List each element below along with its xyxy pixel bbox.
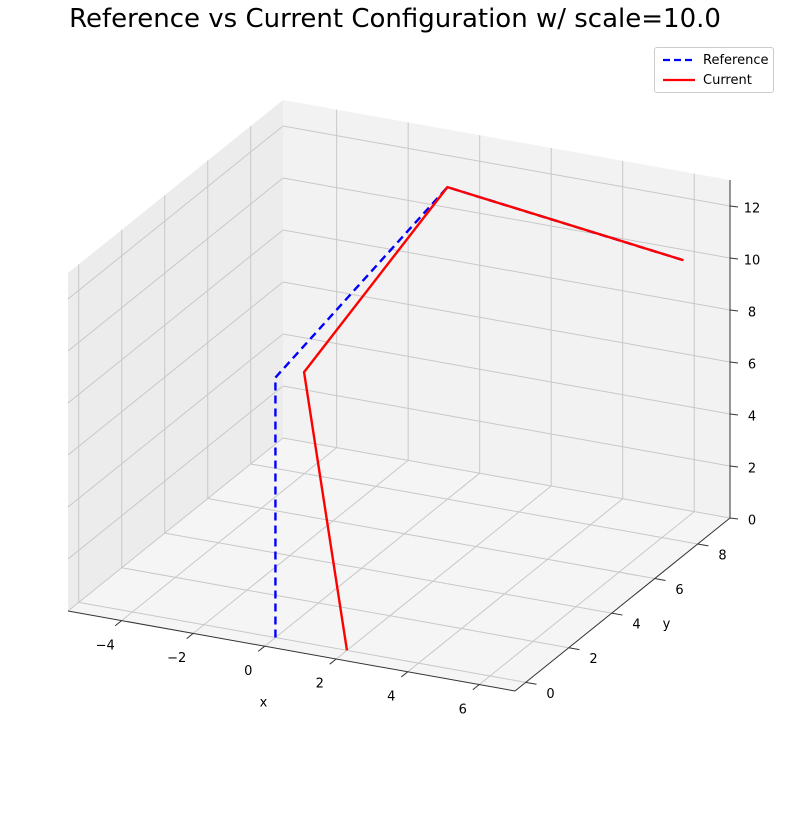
y-tick-label: 4 [632, 618, 640, 633]
z-tick-label: 6 [748, 358, 756, 373]
series-line-current [302, 185, 684, 651]
gridline-y-floor [121, 567, 569, 649]
z-tick-label: 2 [748, 462, 756, 477]
gridline-x-floor [192, 460, 409, 634]
gridline-y-floor [164, 532, 612, 614]
y-tick-mark [568, 647, 580, 651]
x-tick-label: 0 [244, 664, 252, 679]
z-tick-mark [729, 465, 739, 468]
x-tick-label: 4 [387, 689, 395, 704]
y-tick-label: 0 [546, 687, 554, 702]
y-tick-label: 2 [589, 652, 597, 667]
x-tick-mark [114, 620, 122, 627]
legend-entry-current: Current [663, 71, 752, 89]
legend-label-current: Current [703, 72, 752, 88]
z-tick-mark [729, 413, 739, 416]
gridline-x-floor [478, 511, 695, 685]
pane-back [283, 100, 730, 518]
legend: Reference Current [654, 47, 774, 93]
y-tick-label: 6 [675, 583, 683, 598]
gridline-z-back [282, 177, 731, 259]
y-tick-mark [654, 578, 666, 581]
x-axis-line [67, 610, 516, 692]
legend-swatch-reference [663, 58, 695, 62]
x-tick-mark [186, 633, 194, 639]
z-tick-label: 4 [748, 410, 756, 425]
pane-floor [68, 438, 730, 691]
gridline-z-left [67, 281, 284, 456]
gridline-z-back [282, 333, 731, 415]
gridline-z-back [282, 281, 731, 363]
gridline-z-back [282, 385, 731, 467]
z-tick-mark [729, 257, 739, 260]
y-tick-label: 8 [718, 548, 726, 563]
x-tick-label: 6 [459, 702, 467, 717]
gridline-x-floor [121, 447, 337, 621]
legend-label-reference: Reference [703, 52, 769, 68]
gridline-z-left [67, 333, 284, 508]
z-tick-label: 12 [744, 202, 761, 217]
z-tick-label: 8 [748, 306, 756, 321]
x-tick-label: −2 [167, 651, 186, 666]
x-tick-label: −4 [96, 638, 115, 653]
x-tick-mark [400, 671, 409, 678]
y-axis-line [514, 517, 731, 692]
x-tick-mark [472, 684, 480, 691]
x-tick-mark [257, 645, 265, 652]
y-tick-mark [611, 612, 623, 616]
z-tick-mark [729, 361, 739, 364]
gridline-x-floor [407, 498, 624, 673]
gridline-z-left [67, 385, 284, 560]
x-tick-mark [329, 658, 337, 665]
x-tick-label: 2 [316, 677, 324, 692]
x-axis-label: x [260, 696, 268, 711]
y-tick-mark [697, 543, 709, 547]
y-axis-label: y [663, 617, 671, 632]
gridline-z-left [67, 177, 284, 352]
gridline-z-back [282, 229, 731, 311]
z-tick-mark [729, 309, 739, 312]
gridline-z-back [282, 437, 731, 519]
gridline-z-back [282, 125, 731, 207]
legend-swatch-current [663, 78, 695, 82]
gridline-z-left [67, 437, 284, 612]
chart-title: Reference vs Current Configuration w/ sc… [69, 4, 721, 34]
gridline-x-floor [335, 485, 552, 660]
gridline-y-floor [78, 601, 526, 683]
gridline-y-floor [207, 498, 655, 580]
gridline-z-left [67, 229, 284, 404]
y-tick-mark [525, 681, 537, 685]
legend-entry-reference: Reference [663, 51, 768, 69]
z-tick-label: 0 [748, 514, 756, 529]
z-tick-mark [729, 517, 739, 520]
gridline-y-floor [250, 463, 698, 545]
z-tick-label: 10 [744, 254, 761, 269]
gridline-z-left [67, 125, 284, 300]
gridline-x-floor [264, 472, 480, 647]
z-tick-mark [729, 205, 739, 208]
